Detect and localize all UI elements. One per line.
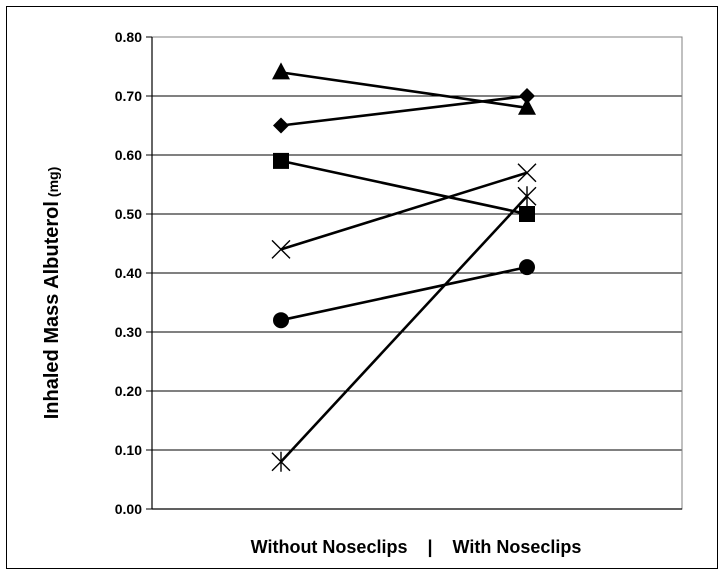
- axes: [146, 36, 682, 510]
- y-tick-label: 0.50: [115, 206, 142, 222]
- y-tick-labels: 0.00 0.10 0.20 0.30 0.40 0.50 0.60 0.70 0.80: [115, 29, 142, 517]
- diamond-marker: [519, 88, 535, 104]
- circle-marker: [273, 312, 289, 329]
- diamond-marker: [273, 117, 289, 134]
- circle-marker: [519, 259, 535, 276]
- y-tick-label: 0.60: [115, 147, 142, 163]
- series-line: [280, 265, 528, 322]
- star-marker: [271, 451, 291, 472]
- series-line: [280, 171, 528, 251]
- y-tick-label: 0.80: [115, 29, 142, 45]
- gridlines: [152, 36, 682, 451]
- y-tick-label: 0.10: [115, 442, 142, 458]
- series-4: [271, 163, 537, 259]
- series-6: [271, 186, 537, 472]
- series-3: [273, 152, 535, 222]
- square-marker: [273, 152, 289, 169]
- y-axis-label-main: Inhaled Mass Albuterol: [41, 201, 63, 419]
- y-axis-label-unit: (mg): [45, 167, 61, 197]
- series-5: [273, 259, 535, 329]
- triangle-marker: [272, 62, 290, 80]
- y-tick-label: 0.30: [115, 324, 142, 340]
- series-group: [271, 62, 537, 472]
- series-line: [280, 159, 528, 216]
- series-1: [272, 62, 536, 115]
- star-marker: [517, 186, 537, 207]
- y-tick-label: 0.70: [115, 88, 142, 104]
- series-2: [273, 88, 535, 134]
- y-axis-label: Inhaled Mass Albuterol (mg): [41, 167, 63, 420]
- x-marker: [517, 163, 537, 183]
- chart-frame: [6, 6, 718, 569]
- series-line: [280, 195, 528, 463]
- series-line: [280, 71, 528, 110]
- y-tick-label: 0.40: [115, 265, 142, 281]
- x-marker: [271, 239, 291, 259]
- y-tick-label: 0.20: [115, 383, 142, 399]
- x-axis-label: Without Noseclips | With Noseclips: [251, 537, 582, 557]
- square-marker: [519, 206, 535, 222]
- triangle-marker: [518, 97, 536, 115]
- y-tick-label: 0.00: [115, 501, 142, 517]
- series-line: [280, 94, 528, 127]
